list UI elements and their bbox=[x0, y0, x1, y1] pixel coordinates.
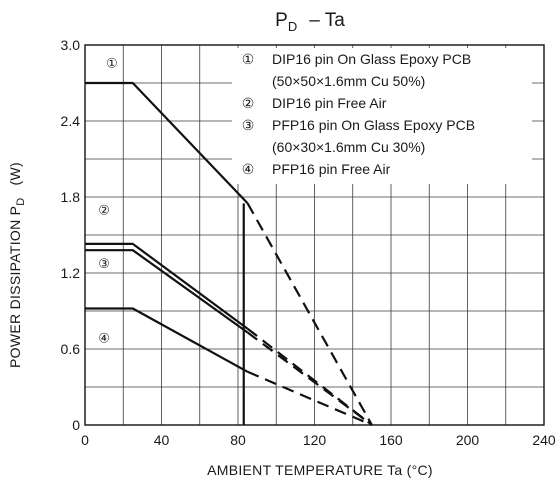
y-tick-label: 1.8 bbox=[61, 189, 81, 205]
x-tick-label: 40 bbox=[154, 432, 170, 448]
chart-title-sub: D bbox=[288, 19, 297, 34]
y-tick-label: 1.2 bbox=[61, 265, 81, 281]
series-layer bbox=[85, 81, 373, 427]
legend: ① DIP16 pin On Glass Epoxy PCB (50×50×1.6m… bbox=[232, 48, 532, 184]
x-tick-label: 0 bbox=[81, 432, 89, 448]
y-tick-label: 0.6 bbox=[61, 341, 81, 357]
x-tick-label: 120 bbox=[303, 432, 327, 448]
series-3-solid-line bbox=[85, 249, 249, 334]
series-marker-3: ③ bbox=[98, 256, 110, 271]
plot-frame bbox=[84, 44, 545, 426]
x-tick-label: 160 bbox=[379, 432, 403, 448]
series-4-solid-line bbox=[85, 307, 249, 373]
legend-entry-2: (50×50×1.6mm Cu 50%) bbox=[272, 73, 425, 89]
series-marker-2: ② bbox=[98, 203, 110, 218]
x-axis-ticks: 0 40 80 120 160 200 240 bbox=[81, 432, 556, 448]
series-markers: ① ② ③ ④ bbox=[98, 56, 117, 346]
legend-entry-1: DIP16 pin On Glass Epoxy PCB bbox=[272, 51, 471, 67]
series-marker-4: ④ bbox=[98, 331, 110, 346]
legend-marker-4: ③ bbox=[242, 117, 255, 133]
series-marker-1: ① bbox=[106, 56, 118, 71]
legend-entry-4: PFP16 pin On Glass Epoxy PCB bbox=[272, 117, 475, 133]
x-tick-label: 200 bbox=[456, 432, 480, 448]
x-tick-label: 80 bbox=[230, 432, 246, 448]
y-tick-label: 2.4 bbox=[61, 113, 81, 129]
series-1-dashed-line bbox=[246, 202, 373, 426]
y-tick-label: 3.0 bbox=[61, 37, 81, 53]
series-3-dashed-line bbox=[246, 331, 373, 426]
y-axis-title-unit: (W) bbox=[7, 162, 23, 185]
series-1-solid-line bbox=[85, 81, 249, 205]
y-axis-title: POWER DISSIPATION PD (W) bbox=[7, 162, 27, 368]
legend-marker-6: ④ bbox=[242, 161, 255, 177]
series-2-solid-line bbox=[85, 242, 249, 330]
legend-entry-5: (60×30×1.6mm Cu 30%) bbox=[272, 139, 425, 155]
legend-marker-1: ① bbox=[242, 51, 255, 67]
y-axis-title-main: POWER DISSIPATION P bbox=[7, 206, 23, 368]
legend-entry-3: DIP16 pin Free Air bbox=[272, 95, 387, 111]
x-axis-title: AMBIENT TEMPERATURE Ta (°C) bbox=[207, 462, 433, 478]
chart-title-main: P bbox=[275, 10, 288, 31]
legend-marker-3: ② bbox=[242, 95, 255, 111]
y-axis-ticks: 0 0.6 1.2 1.8 2.4 3.0 bbox=[61, 37, 81, 433]
plot-border bbox=[84, 44, 545, 426]
chart-title-rest: – Ta bbox=[309, 10, 345, 31]
y-tick-label: 0 bbox=[72, 417, 80, 433]
chart-title: PD – Ta bbox=[275, 10, 345, 34]
series-4-dashed-line bbox=[247, 370, 373, 427]
y-axis-title-sub: D bbox=[15, 197, 27, 205]
x-tick-label: 240 bbox=[532, 432, 556, 448]
series-2-dashed-line bbox=[246, 327, 373, 426]
legend-background bbox=[232, 48, 532, 184]
legend-entry-6: PFP16 pin Free Air bbox=[272, 161, 391, 177]
